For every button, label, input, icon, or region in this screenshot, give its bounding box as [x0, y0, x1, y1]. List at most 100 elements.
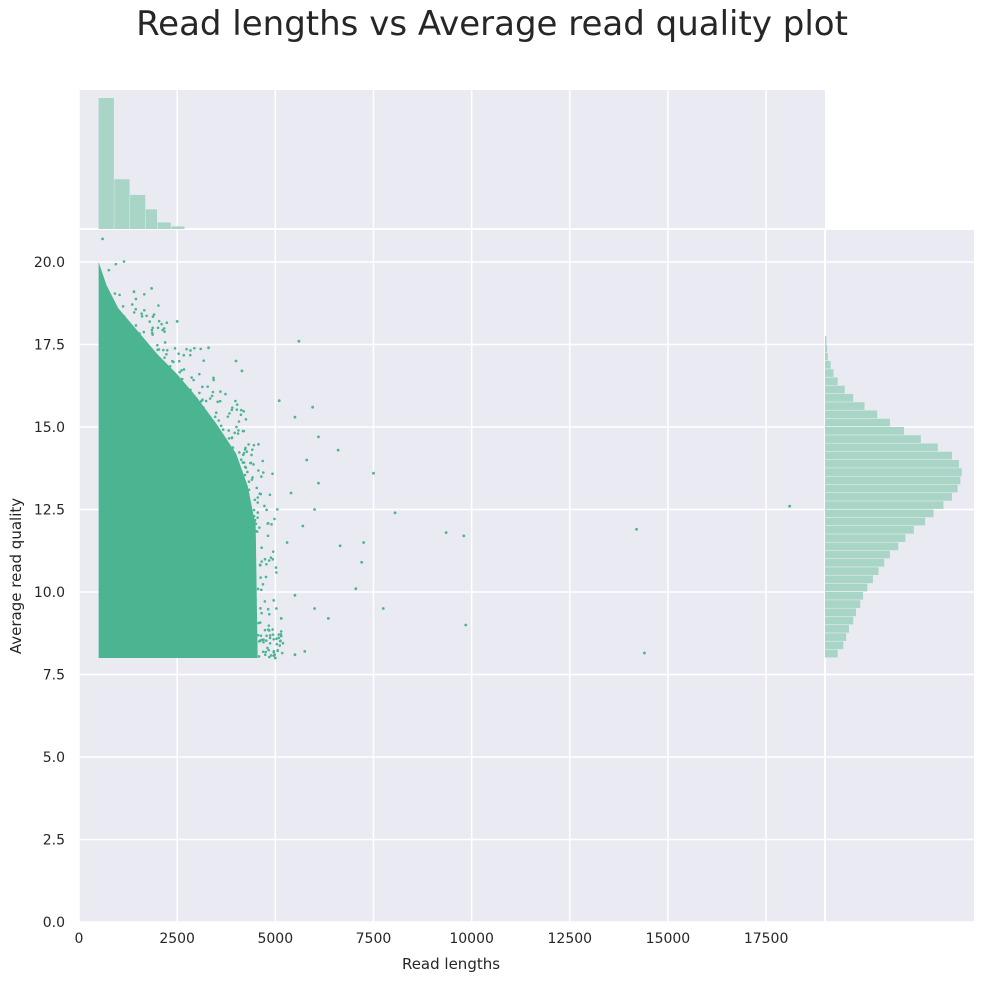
- y-histogram-bar: [825, 402, 865, 410]
- scatter-point: [444, 531, 448, 534]
- scatter-point: [165, 321, 169, 324]
- scatter-point: [255, 486, 259, 490]
- scatter-point: [227, 429, 231, 432]
- scatter-point: [297, 339, 301, 343]
- scatter-point: [214, 411, 218, 415]
- scatter-point: [266, 534, 270, 538]
- scatter-point: [252, 591, 256, 595]
- scatter-point: [234, 359, 238, 363]
- y-histogram-bar: [825, 468, 962, 476]
- scatter-point: [336, 448, 340, 452]
- scatter-point: [204, 399, 208, 403]
- scatter-point: [165, 352, 168, 356]
- scatter-point: [242, 410, 246, 413]
- y-histogram-bar: [825, 394, 854, 402]
- scatter-point: [175, 320, 179, 323]
- scatter-point: [268, 636, 272, 640]
- scatter-point: [250, 521, 254, 525]
- scatter-point: [231, 406, 234, 409]
- scatter-point: [362, 541, 366, 544]
- scatter-point: [216, 400, 220, 404]
- scatter-point: [271, 628, 274, 631]
- y-histogram-bar: [825, 534, 906, 542]
- scatter-point: [122, 260, 126, 263]
- scatter-point: [246, 631, 250, 635]
- scatter-point: [156, 326, 160, 330]
- scatter-point: [231, 446, 235, 449]
- y-histogram-bar: [825, 443, 938, 452]
- scatter-point: [268, 493, 272, 497]
- scatter-point: [271, 558, 275, 561]
- scatter-point: [338, 544, 342, 548]
- scatter-point: [243, 473, 247, 477]
- scatter-point: [256, 501, 260, 504]
- scatter-point: [317, 435, 320, 439]
- y-histogram-bar: [825, 361, 831, 369]
- scatter-point: [233, 431, 237, 435]
- scatter-point: [134, 307, 138, 311]
- x-histogram-bar: [145, 209, 158, 229]
- x-tick-label: 7500: [356, 931, 392, 947]
- scatter-point: [635, 527, 638, 531]
- scatter-point: [107, 268, 111, 272]
- scatter-point: [265, 562, 268, 566]
- scatter-point: [247, 488, 251, 492]
- scatter-point: [177, 359, 181, 363]
- scatter-point: [256, 496, 260, 499]
- scatter-point: [268, 655, 271, 659]
- scatter-point: [244, 466, 248, 469]
- x-tick-label: 17500: [744, 931, 789, 947]
- scatter-point: [238, 451, 241, 454]
- scatter-point: [198, 372, 201, 376]
- y-histogram-bar: [825, 484, 958, 493]
- top-marginal-background: [79, 90, 825, 229]
- scatter-point: [157, 319, 161, 323]
- scatter-point: [267, 559, 271, 562]
- scatter-point: [393, 511, 397, 515]
- y-histogram-bar: [825, 583, 868, 592]
- y-tick-label: 12.5: [34, 503, 65, 519]
- scatter-point: [202, 406, 205, 409]
- scatter-point: [272, 650, 276, 653]
- scatter-point: [261, 582, 265, 586]
- scatter-point: [263, 557, 267, 561]
- y-histogram-bar: [825, 517, 926, 526]
- scatter-point: [213, 415, 217, 419]
- scatter-point: [163, 356, 166, 359]
- scatter-point: [260, 546, 263, 550]
- scatter-point: [264, 639, 268, 642]
- marginal-histograms: [98, 98, 962, 658]
- scatter-point: [212, 376, 215, 380]
- scatter-point: [188, 353, 192, 357]
- scatter-point: [202, 359, 205, 362]
- scatter-point: [372, 471, 375, 475]
- scatter-point: [256, 511, 260, 514]
- scatter-point: [113, 292, 117, 295]
- scatter-point: [143, 292, 146, 296]
- scatter-point: [258, 621, 262, 624]
- scatter-point: [157, 304, 160, 307]
- chart-title: Read lengths vs Average read quality plo…: [136, 4, 848, 44]
- scatter-point: [235, 408, 239, 411]
- scatter-point: [165, 348, 169, 352]
- scatter-point: [279, 630, 283, 633]
- scatter-point: [230, 436, 234, 440]
- scatter-point: [249, 461, 253, 465]
- scatter-point: [252, 443, 256, 447]
- y-histogram-bar: [825, 567, 879, 575]
- y-histogram-bar: [825, 385, 845, 394]
- scatter-point: [279, 617, 283, 620]
- scatter-point: [211, 390, 215, 394]
- scatter-point: [254, 598, 257, 602]
- y-axis-label: Average read quality: [7, 498, 25, 654]
- scatter-point: [252, 514, 256, 518]
- scatter-point: [192, 378, 195, 382]
- y-histogram-bar: [825, 493, 952, 501]
- x-tick-label: 0: [75, 931, 84, 947]
- scatter-point: [151, 326, 155, 330]
- scatter-point: [251, 476, 254, 479]
- scatter-point: [122, 315, 126, 318]
- y-histogram-bar: [825, 608, 857, 617]
- scatter-point: [266, 522, 270, 525]
- scatter-point: [234, 399, 237, 403]
